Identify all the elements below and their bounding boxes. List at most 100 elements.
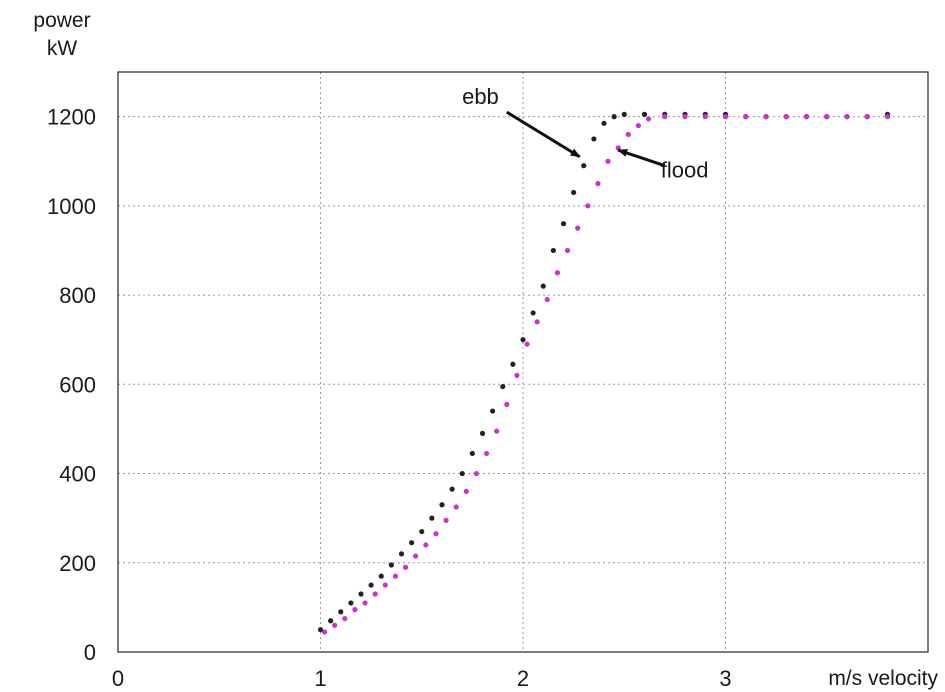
ebb-point	[317, 627, 324, 633]
annotation-flood-label: flood	[661, 158, 709, 183]
ebb-point	[459, 470, 465, 477]
flood-point	[824, 114, 830, 120]
flood-point	[554, 270, 561, 276]
ebb-point	[409, 540, 415, 546]
y-tick-label: 200	[59, 551, 96, 576]
ebb-point	[581, 163, 587, 169]
flood-point	[321, 629, 328, 635]
x-tick-label: 0	[112, 666, 124, 691]
y-tick-label: 400	[59, 462, 96, 487]
flood-point	[534, 319, 540, 325]
flood-point	[524, 341, 530, 347]
flood-point	[864, 114, 870, 120]
ebb-point	[419, 528, 425, 535]
flood-point	[722, 114, 729, 120]
flood-point	[473, 470, 480, 477]
flood-point	[514, 372, 520, 378]
flood-point	[783, 114, 789, 120]
y-tick-label: 0	[84, 640, 96, 665]
ebb-point	[449, 486, 455, 492]
flood-point	[625, 131, 631, 138]
y-axis-label-unit: kW	[47, 37, 78, 60]
flood-point	[645, 116, 652, 122]
x-axis-label: m/s velocity	[828, 667, 938, 690]
flood-point	[743, 114, 749, 120]
flood-point	[564, 247, 571, 254]
flood-point	[884, 114, 891, 120]
flood-point	[352, 607, 358, 613]
ebb-point	[641, 111, 648, 117]
flood-point	[362, 600, 368, 606]
ebb-point	[621, 111, 627, 117]
flood-point	[433, 531, 439, 537]
ebb-point	[510, 361, 516, 367]
flood-point	[443, 517, 449, 523]
ebb-point	[520, 337, 526, 343]
ebb-point	[540, 283, 546, 289]
flood-point	[382, 582, 388, 588]
ebb-point	[479, 430, 486, 436]
ebb-point	[439, 502, 445, 508]
y-tick-label: 1200	[47, 105, 96, 130]
ebb-point	[490, 408, 496, 414]
flood-point	[463, 488, 469, 494]
flood-point	[844, 114, 850, 120]
ebb-point	[328, 618, 334, 624]
ebb-point	[429, 515, 435, 521]
y-axis-label-power: power	[33, 9, 90, 32]
flood-point	[372, 591, 378, 597]
ebb-point	[378, 573, 384, 579]
flood-point	[662, 114, 668, 120]
y-tick-label: 600	[59, 372, 96, 397]
x-tick-label: 2	[517, 666, 529, 691]
flood-point	[763, 114, 769, 120]
flood-point	[392, 573, 399, 579]
y-tick-label: 1000	[47, 194, 96, 219]
data-series	[317, 111, 891, 635]
ebb-point	[530, 310, 536, 316]
ebb-point	[388, 562, 394, 568]
flood-point	[494, 428, 500, 434]
flood-point	[702, 114, 708, 120]
y-axis-ticks: 0 200 400 600 800 1000 1200	[47, 105, 96, 665]
ebb-point	[611, 114, 617, 120]
x-axis-ticks: 0 1 2 3	[112, 666, 732, 691]
series-flood	[321, 114, 891, 635]
ebb-point	[571, 189, 577, 196]
y-tick-label: 800	[59, 283, 96, 308]
ebb-point	[601, 120, 607, 126]
annotation-ebb-arrow	[506, 110, 581, 159]
flood-point	[483, 450, 490, 457]
flood-point	[803, 114, 810, 120]
flood-point	[342, 615, 348, 622]
x-tick-label: 1	[314, 666, 326, 691]
annotation-ebb-label: ebb	[462, 84, 499, 109]
flood-point	[635, 122, 642, 129]
annotation-flood-arrow	[617, 148, 666, 168]
ebb-point	[358, 591, 364, 597]
flood-point	[575, 225, 581, 231]
flood-point	[402, 564, 409, 570]
ebb-point	[398, 551, 405, 557]
flood-point	[453, 504, 459, 510]
flood-point	[595, 180, 601, 187]
grid	[118, 72, 928, 652]
series-ebb	[317, 111, 891, 633]
x-tick-label: 3	[719, 666, 731, 691]
flood-point	[544, 296, 550, 303]
flood-point	[585, 203, 591, 209]
flood-point	[605, 158, 611, 164]
ebb-point	[348, 600, 354, 606]
flood-point	[504, 401, 510, 407]
plot-area-frame	[117, 71, 929, 653]
ebb-point	[560, 221, 567, 227]
annotations: ebb flood	[462, 84, 708, 183]
ebb-point	[550, 247, 556, 254]
flood-point	[682, 114, 688, 120]
flood-point	[332, 622, 338, 628]
ebb-point	[338, 609, 344, 615]
ebb-point	[368, 582, 374, 588]
ebb-point	[469, 450, 475, 457]
ebb-point	[500, 383, 506, 390]
